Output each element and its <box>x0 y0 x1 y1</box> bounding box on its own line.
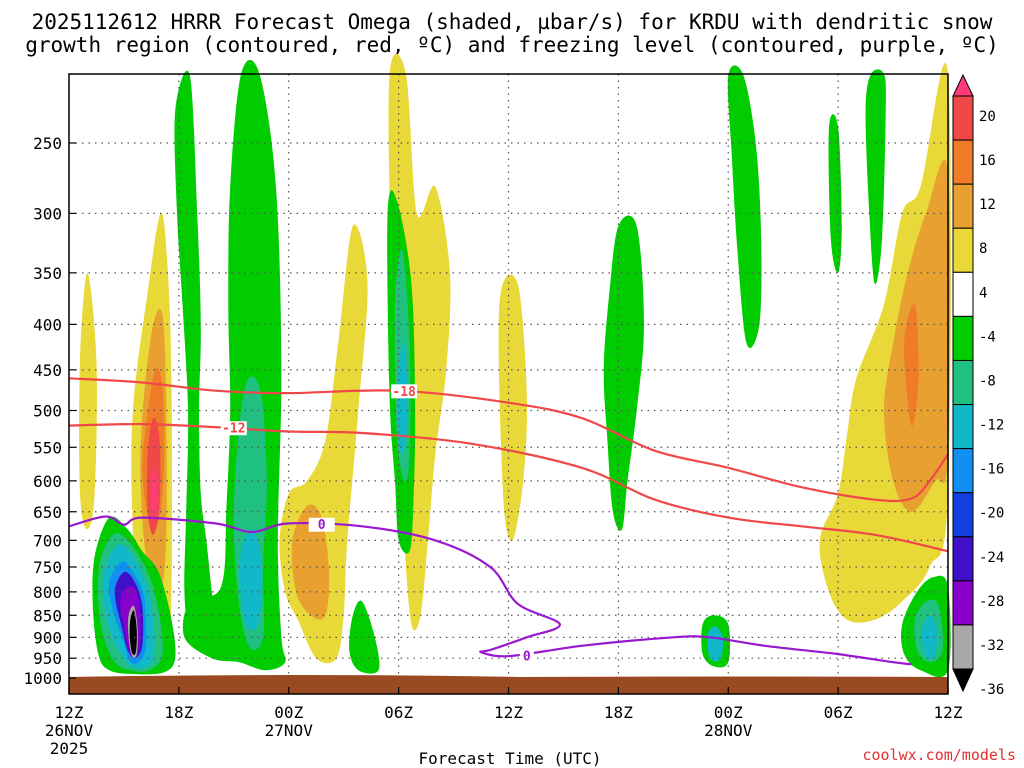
colorbar-box-1 <box>952 139 974 185</box>
chart-title-line-1: 2025112612 HRRR Forecast Omega (shaded, … <box>32 10 993 34</box>
colorbar-bottom-triangle <box>952 668 974 693</box>
x-tick-label-24: 12Z <box>494 703 523 722</box>
dendritic-minus-12-contour-label-bg <box>220 421 247 436</box>
colorbar-label-4: 4 <box>979 285 987 301</box>
omega-area-4-9 <box>498 274 528 541</box>
x-axis-label: Forecast Time (UTC) <box>418 749 601 768</box>
omega-area--4-21 <box>603 215 644 531</box>
freezing-label-0: 0 <box>523 649 531 664</box>
omega-area--12-29 <box>921 615 938 659</box>
y-tick-label-500: 500 <box>33 402 62 421</box>
x-tick-sublabel-12-0: 27NOV <box>265 721 314 740</box>
colorbar-label--24: -24 <box>979 550 1004 566</box>
omega-area-20-5 <box>150 467 158 518</box>
dendritic-minus-18-contour-label-bg <box>391 384 418 399</box>
y-tick-label-750: 750 <box>33 558 62 577</box>
colorbar-box-3 <box>952 227 974 273</box>
colorbar: 20 16 12 8 4 -4 -8 -12 -16 -20 -24 -28 -32 -36 <box>952 73 1004 698</box>
colorbar-label-8: 8 <box>979 241 987 257</box>
colorbar-box-5 <box>952 315 974 361</box>
omega-area--4-24 <box>865 69 886 285</box>
y-tick-label-300: 300 <box>33 204 62 223</box>
y-tick-label-400: 400 <box>33 315 62 334</box>
colorbar-box-4 <box>952 271 974 317</box>
freezing-level-contour-label-bg <box>308 517 335 532</box>
freezing-level-contour <box>68 515 912 666</box>
y-tick-label-950: 950 <box>33 649 62 668</box>
omega-area--36-37 <box>129 610 137 656</box>
freezing-level-contour-label: 0 <box>318 518 326 533</box>
x-tick-sublabel-0-0: 26NOV <box>45 721 94 740</box>
y-tick-label-1000: 1000 <box>23 669 62 688</box>
omega-area--12-26 <box>707 626 724 662</box>
colorbar-label--12: -12 <box>979 418 1004 434</box>
colorbar-box-12 <box>952 624 974 670</box>
y-tick-label-250: 250 <box>33 134 62 153</box>
x-tick-label-6: 18Z <box>164 703 193 722</box>
x-tick-label-18: 06Z <box>384 703 413 722</box>
y-tick-label-800: 800 <box>33 583 62 602</box>
colorbar-label--16: -16 <box>979 462 1004 478</box>
x-tick-sublabel-0-1: 2025 <box>50 739 89 758</box>
x-tick-label-0: 12Z <box>55 703 84 722</box>
colorbar-label--20: -20 <box>979 506 1004 522</box>
omega-area--4-20 <box>349 600 380 674</box>
dendritic-minus-18-contour <box>68 377 949 503</box>
colorbar-box-8 <box>952 448 974 494</box>
y-tick-label-700: 700 <box>33 531 62 550</box>
colorbar-box-10 <box>952 536 974 582</box>
omega-area--12-16 <box>239 529 262 631</box>
x-tick-label-48: 12Z <box>934 703 963 722</box>
omega-shading-layer <box>79 53 951 678</box>
colorbar-label-12: 12 <box>979 197 996 213</box>
colorbar-label--28: -28 <box>979 594 1004 610</box>
colorbar-box-0 <box>952 95 974 141</box>
contour-layer: -18 -12 0 0 <box>68 377 949 666</box>
x-tick-sublabel-36-0: 28NOV <box>704 721 753 740</box>
y-tick-label-350: 350 <box>33 264 62 283</box>
credit-link[interactable]: coolwx.com/models <box>862 746 1016 764</box>
y-tick-label-850: 850 <box>33 606 62 625</box>
colorbar-box-2 <box>952 183 974 229</box>
dendritic-minus-18-contour-label: -18 <box>392 385 416 400</box>
y-tick-label-900: 900 <box>33 628 62 647</box>
x-tick-label-12: 00Z <box>274 703 303 722</box>
colorbar-label--4: -4 <box>979 329 996 345</box>
colorbar-label-20: 20 <box>979 109 996 125</box>
omega-area-4-0 <box>79 272 97 530</box>
y-tick-label-550: 550 <box>33 438 62 457</box>
colorbar-label--32: -32 <box>979 638 1004 654</box>
omega-area--4-23 <box>828 114 842 274</box>
omega-area-8-7 <box>291 504 330 620</box>
freezing-label-bg-0 <box>519 648 534 663</box>
omega-area--4-22 <box>727 65 762 348</box>
chart-title-line-2: growth region (contoured, red, ºC) and f… <box>25 33 999 57</box>
colorbar-box-9 <box>952 492 974 538</box>
dendritic-minus-12-contour <box>68 422 949 553</box>
colorbar-box-11 <box>952 580 974 626</box>
colorbar-top-triangle <box>952 73 974 97</box>
colorbar-label--8: -8 <box>979 373 996 389</box>
omega-area-12-12 <box>904 303 919 427</box>
x-tick-label-30: 18Z <box>604 703 633 722</box>
colorbar-label-16: 16 <box>979 153 996 169</box>
y-tick-label-600: 600 <box>33 472 62 491</box>
x-tick-label-42: 06Z <box>824 703 853 722</box>
colorbar-label--36: -36 <box>979 682 1004 698</box>
dendritic-minus-12-contour-label: -12 <box>222 422 245 437</box>
colorbar-box-6 <box>952 359 974 406</box>
y-tick-label-650: 650 <box>33 503 62 522</box>
colorbar-box-7 <box>952 404 974 450</box>
axis-layer: 250 300 350 400 450 500 550 600 650 700 750 800 850 9… <box>23 134 962 758</box>
omega-area--4-13 <box>174 70 218 647</box>
x-tick-label-36: 00Z <box>714 703 743 722</box>
y-tick-label-450: 450 <box>33 361 62 380</box>
